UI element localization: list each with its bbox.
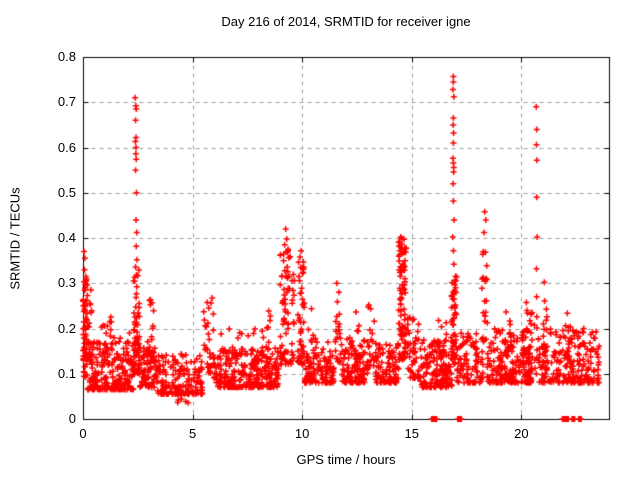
y-tick-label: 0.6 bbox=[57, 139, 76, 155]
x-tick-label: 0 bbox=[79, 426, 87, 441]
y-tick-label: 0.2 bbox=[57, 320, 76, 336]
chart-title: Day 216 of 2014, SRMTID for receiver ign… bbox=[221, 14, 471, 29]
y-tick-label: 0 bbox=[68, 411, 76, 426]
y-tick-label: 0.5 bbox=[57, 184, 76, 200]
x-tick-label: 10 bbox=[294, 426, 310, 441]
x-axis-label: GPS time / hours bbox=[296, 452, 396, 467]
y-tick-label: 0.1 bbox=[57, 365, 76, 381]
y-tick-label: 0.4 bbox=[57, 230, 76, 245]
y-tick-label: 0.8 bbox=[57, 49, 76, 64]
y-tick-label: 0.3 bbox=[57, 275, 76, 291]
x-tick-label: 15 bbox=[404, 426, 419, 441]
x-tick-label: 5 bbox=[188, 426, 197, 441]
y-tick-label: 0.7 bbox=[57, 94, 76, 110]
y-axis-label-box: SRMTID / TECUs bbox=[0, 57, 30, 419]
x-tick-label: 20 bbox=[514, 426, 529, 441]
y-axis-label: SRMTID / TECUs bbox=[7, 186, 23, 290]
